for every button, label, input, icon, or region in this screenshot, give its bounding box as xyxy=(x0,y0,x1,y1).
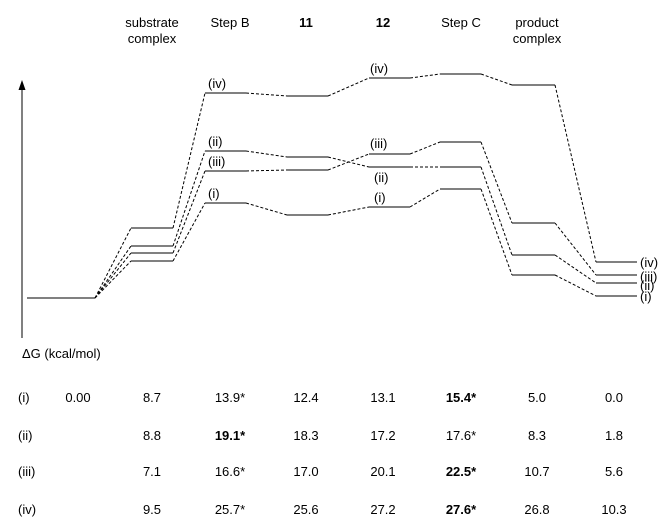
connector-iii-6 xyxy=(480,141,513,224)
cell: 10.3 xyxy=(601,502,626,517)
table-row: (ii) 8.8 19.1* 18.3 17.2 17.6* 8.3 1.8 xyxy=(18,428,623,443)
cell: 13.1 xyxy=(370,390,395,405)
energy-axis-arrowhead xyxy=(18,80,26,90)
connector-iv-4 xyxy=(327,77,370,97)
label-stepb-i: (i) xyxy=(208,186,220,201)
connector-iv-3 xyxy=(245,92,288,97)
connector-ii-2 xyxy=(172,150,206,247)
cell: 0.0 xyxy=(605,390,623,405)
cell-highlight: 27.6* xyxy=(446,502,477,517)
energy-axis: ΔG (kcal/mol) xyxy=(18,80,101,361)
label-right-ii: (ii) xyxy=(640,278,654,293)
cell: 25.6 xyxy=(293,502,318,517)
header-substrate-complex-line1: substrate xyxy=(125,15,178,30)
connector-iii-7 xyxy=(554,222,597,276)
connector-iv-7 xyxy=(554,84,597,263)
connector-iii-4 xyxy=(327,153,370,171)
label-stepb-iv: (iv) xyxy=(208,76,226,91)
cell: 17.0 xyxy=(293,464,318,479)
cell: 8.8 xyxy=(143,428,161,443)
column-headers: substrate complex Step B 11 12 Step C pr… xyxy=(125,15,561,46)
connector-iv-5 xyxy=(409,73,441,79)
table-row: (i) 0.00 8.7 13.9* 12.4 13.1 15.4* 5.0 0… xyxy=(18,390,623,405)
cell: 7.1 xyxy=(143,464,161,479)
connector-i-6 xyxy=(480,188,513,276)
connector-iv-6 xyxy=(480,73,513,86)
cell: 9.5 xyxy=(143,502,161,517)
connector-ii-7 xyxy=(554,254,597,284)
header-substrate-complex-line2: complex xyxy=(128,31,177,46)
connector-ii-3 xyxy=(245,150,288,158)
connector-iv-1 xyxy=(94,227,132,299)
row-label: (ii) xyxy=(18,428,32,443)
cell: 20.1 xyxy=(370,464,395,479)
cell: 13.9* xyxy=(215,390,245,405)
label-right-iii: (iii) xyxy=(640,269,657,284)
table-row: (iv) 9.5 25.7* 25.6 27.2 27.6* 26.8 10.3 xyxy=(18,502,627,517)
pathway-iii xyxy=(94,141,637,299)
label-12-i: (i) xyxy=(374,190,386,205)
connector-iv-2 xyxy=(172,92,206,229)
label-stepb-ii: (ii) xyxy=(208,134,222,149)
cell: 16.6* xyxy=(215,464,245,479)
cell: 5.6 xyxy=(605,464,623,479)
connector-i-1 xyxy=(94,260,132,299)
header-product-complex-line2: complex xyxy=(513,31,562,46)
cell: 27.2 xyxy=(370,502,395,517)
cell-highlight: 19.1* xyxy=(215,428,246,443)
label-right-iv: (iv) xyxy=(640,255,658,270)
table-row: (iii) 7.1 16.6* 17.0 20.1 22.5* 10.7 5.6 xyxy=(18,464,623,479)
connector-ii-1 xyxy=(94,245,132,299)
header-compound-11: 11 xyxy=(299,15,313,30)
row-label: (iv) xyxy=(18,502,36,517)
pathway-iv xyxy=(94,73,637,299)
label-right-i: (i) xyxy=(640,289,652,304)
energy-table: (i) 0.00 8.7 13.9* 12.4 13.1 15.4* 5.0 0… xyxy=(18,390,627,517)
cell-highlight: 15.4* xyxy=(446,390,477,405)
cell: 18.3 xyxy=(293,428,318,443)
connector-i-4 xyxy=(327,206,370,216)
connector-i-2 xyxy=(172,202,206,262)
connector-ii-6 xyxy=(480,166,513,256)
cell: 10.7 xyxy=(524,464,549,479)
connector-i-5 xyxy=(409,188,441,208)
connector-iii-1 xyxy=(94,252,132,299)
cell: 8.3 xyxy=(528,428,546,443)
cell: 12.4 xyxy=(293,390,318,405)
energy-pathways xyxy=(27,73,637,299)
header-product-complex-line1: product xyxy=(515,15,559,30)
cell: 25.7* xyxy=(215,502,245,517)
cell: 17.6* xyxy=(446,428,476,443)
label-12-iv: (iv) xyxy=(370,61,388,76)
label-12-ii: (ii) xyxy=(374,170,388,185)
connector-i-7 xyxy=(554,274,597,297)
connector-iii-3 xyxy=(245,169,288,172)
header-step-c: Step C xyxy=(441,15,481,30)
header-compound-12: 12 xyxy=(376,15,390,30)
cell: 0.00 xyxy=(65,390,90,405)
label-12-iii: (iii) xyxy=(370,136,387,151)
pathway-i xyxy=(94,188,637,299)
cell: 5.0 xyxy=(528,390,546,405)
row-label: (iii) xyxy=(18,464,35,479)
row-label: (i) xyxy=(18,390,30,405)
cell: 8.7 xyxy=(143,390,161,405)
connector-iii-5 xyxy=(409,141,441,155)
energy-axis-label: ΔG (kcal/mol) xyxy=(22,346,101,361)
cell: 26.8 xyxy=(524,502,549,517)
cell: 1.8 xyxy=(605,428,623,443)
cell: 17.2 xyxy=(370,428,395,443)
label-stepb-iii: (iii) xyxy=(208,154,225,169)
connector-i-3 xyxy=(245,202,288,216)
pathway-labels: (iv) (ii) (iii) (i) (iv) (iii) (ii) (i) … xyxy=(208,61,658,304)
cell-highlight: 22.5* xyxy=(446,464,477,479)
header-step-b: Step B xyxy=(210,15,249,30)
pathway-ii xyxy=(94,150,637,299)
